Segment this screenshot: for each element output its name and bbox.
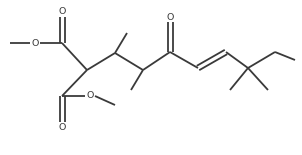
Text: O: O xyxy=(31,38,39,47)
Text: O: O xyxy=(86,91,94,100)
Text: O: O xyxy=(58,122,66,131)
Text: O: O xyxy=(58,7,66,16)
Text: O: O xyxy=(166,13,174,22)
